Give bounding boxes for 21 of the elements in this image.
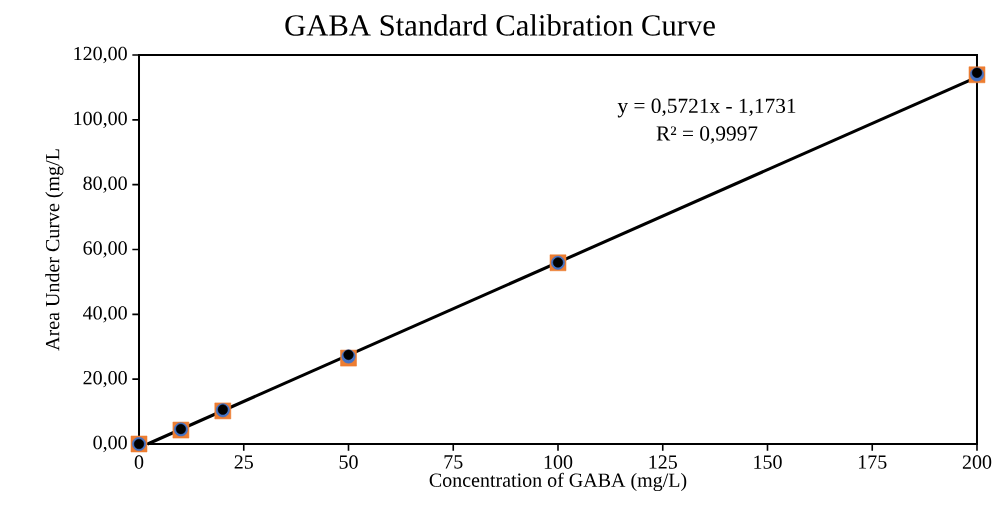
y-tick-label: 60,00 [83,241,127,258]
y-tick-label: 120,00 [74,46,127,64]
y-tick-label: 80,00 [83,176,127,193]
x-tick-label: 50 [339,455,358,469]
x-tick-label: 25 [234,455,253,469]
y-tick-label: 20,00 [83,370,127,388]
y-axis-title: Area Under Curve (mg/L [45,149,64,351]
x-tick-label: 75 [444,455,463,469]
annotation: R² = 0,9997 [656,126,758,144]
x-tick-label: 0 [134,455,144,469]
x-tick-label: 150 [754,455,782,469]
x-axis-title: Concentration of GABA (mg/L) [429,472,687,492]
x-tick-label: 125 [649,455,677,469]
y-tick-label: 100,00 [74,111,127,129]
y-tick-label: 0,00 [93,435,127,453]
x-tick-label: 200 [962,455,992,469]
chart-title: GABA Standard Calibration Curve [285,14,715,36]
x-tick-label: 175 [859,455,887,469]
annotation: y = 0,5721x - 1,1731 [617,98,796,118]
y-tick-label: 40,00 [83,306,127,323]
x-tick-label: 100 [544,455,573,469]
